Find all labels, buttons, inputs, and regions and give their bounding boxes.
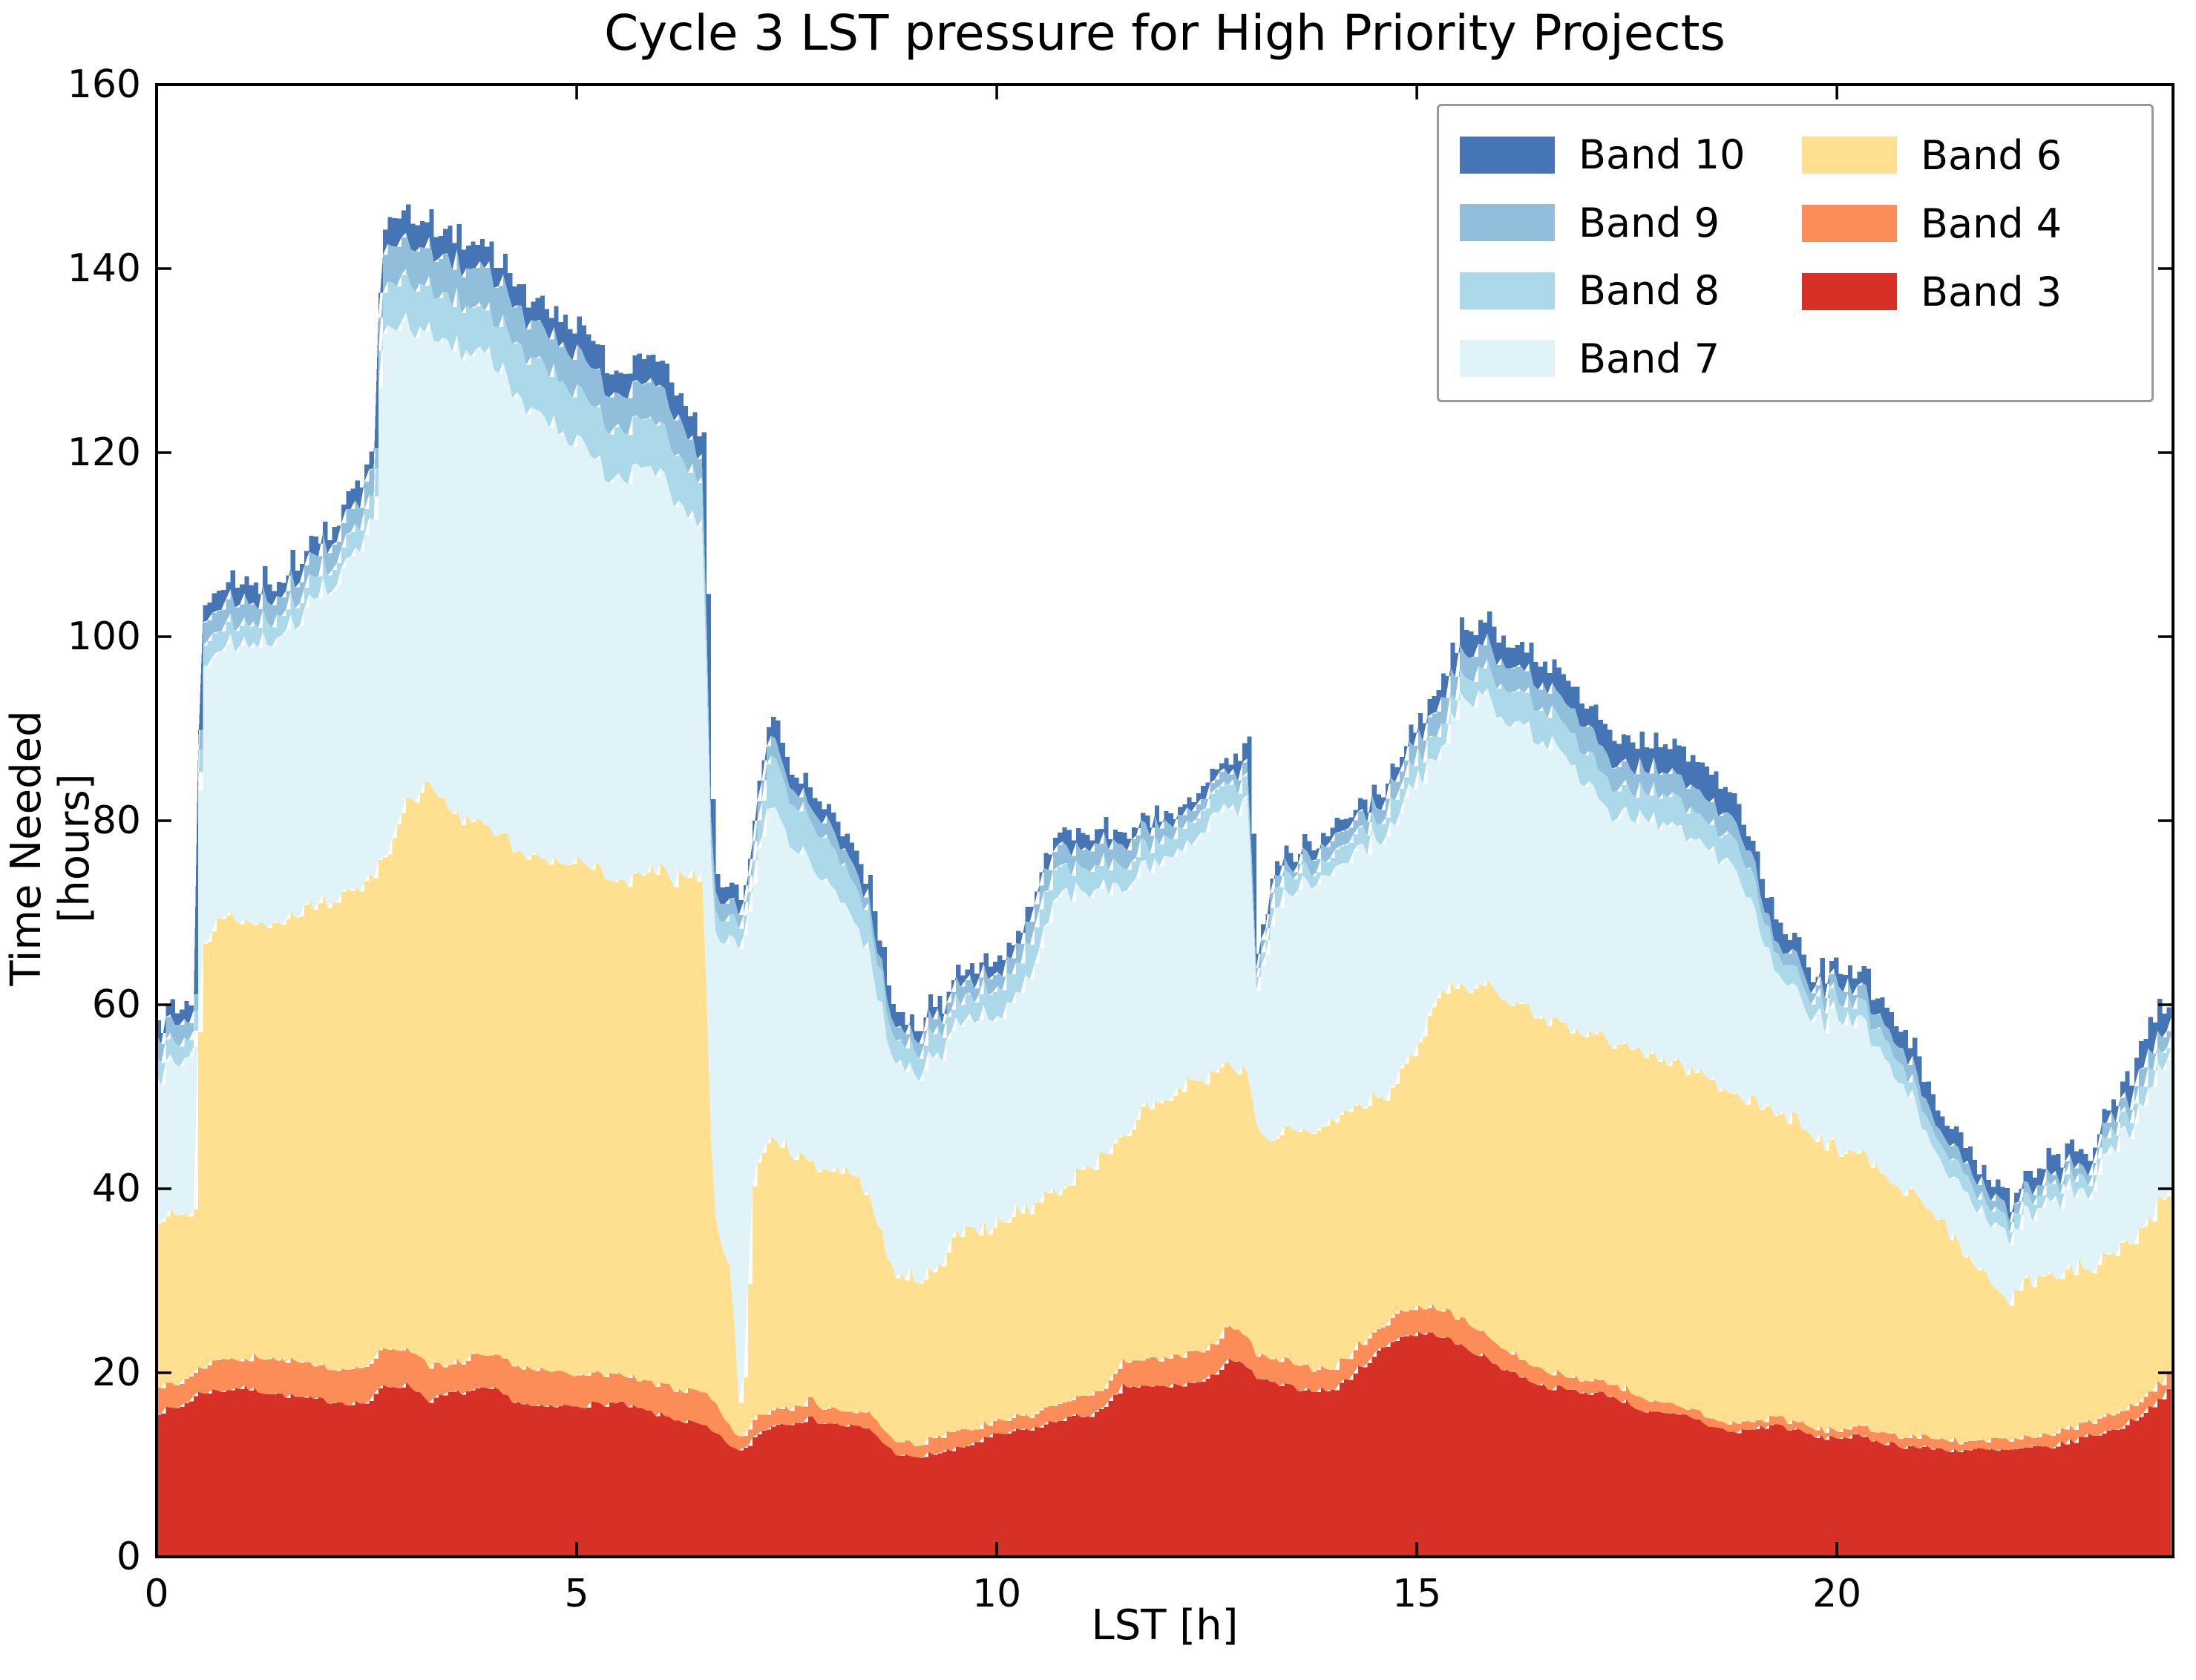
legend-label: Band 3	[1921, 268, 2062, 315]
y-tick-label: 60	[91, 982, 141, 1027]
legend: Band 10 Band 9 Band 8 Band 7 Band 6 Band 4 Ban…	[1437, 104, 2154, 402]
y-tick-label: 120	[67, 430, 141, 475]
x-tick-label: 5	[564, 1572, 589, 1616]
legend-label: Band 10	[1579, 131, 1746, 179]
legend-swatch	[1460, 136, 1555, 174]
legend-item-band-6: Band 6	[1802, 121, 2144, 189]
legend-swatch	[1802, 137, 1897, 174]
legend-label: Band 7	[1579, 335, 1720, 382]
y-tick-label: 140	[67, 246, 141, 291]
y-tick-label: 100	[67, 614, 141, 659]
area-band-6	[157, 781, 2172, 1446]
x-tick-label: 20	[1812, 1572, 1862, 1616]
x-tick-label: 0	[144, 1572, 169, 1616]
x-tick-label: 10	[971, 1572, 1022, 1616]
legend-column-1: Band 10 Band 9 Band 8 Band 7	[1460, 121, 1802, 393]
legend-swatch	[1802, 205, 1897, 242]
legend-swatch	[1460, 204, 1555, 242]
chart-title: Cycle 3 LST pressure for High Priority P…	[604, 4, 1725, 62]
x-tick-label: 15	[1392, 1572, 1442, 1616]
legend-item-band-7: Band 7	[1460, 325, 1802, 393]
legend-swatch	[1802, 273, 1897, 310]
area-band-3	[157, 1331, 2172, 1557]
legend-column-2: Band 6 Band 4 Band 3	[1802, 121, 2144, 393]
y-tick-label: 80	[91, 798, 141, 843]
legend-item-band-8: Band 8	[1460, 257, 1802, 325]
legend-label: Band 4	[1921, 200, 2062, 247]
legend-label: Band 8	[1579, 267, 1720, 315]
legend-swatch	[1460, 340, 1555, 378]
y-tick-label: 0	[116, 1535, 141, 1579]
legend-swatch	[1460, 272, 1555, 309]
area-band-4	[157, 1303, 2172, 1458]
legend-label: Band 9	[1579, 199, 1720, 246]
legend-item-band-4: Band 4	[1802, 189, 2144, 257]
y-tick-label: 20	[91, 1351, 141, 1395]
y-tick-label: 40	[91, 1167, 141, 1211]
legend-item-band-3: Band 3	[1802, 257, 2144, 326]
legend-item-band-9: Band 9	[1460, 189, 1802, 257]
legend-item-band-10: Band 10	[1460, 121, 1802, 189]
x-axis-label: LST [h]	[1091, 1601, 1239, 1650]
area-band-7	[157, 312, 2172, 1403]
legend-label: Band 6	[1921, 131, 2062, 179]
y-tick-label: 160	[67, 62, 141, 107]
